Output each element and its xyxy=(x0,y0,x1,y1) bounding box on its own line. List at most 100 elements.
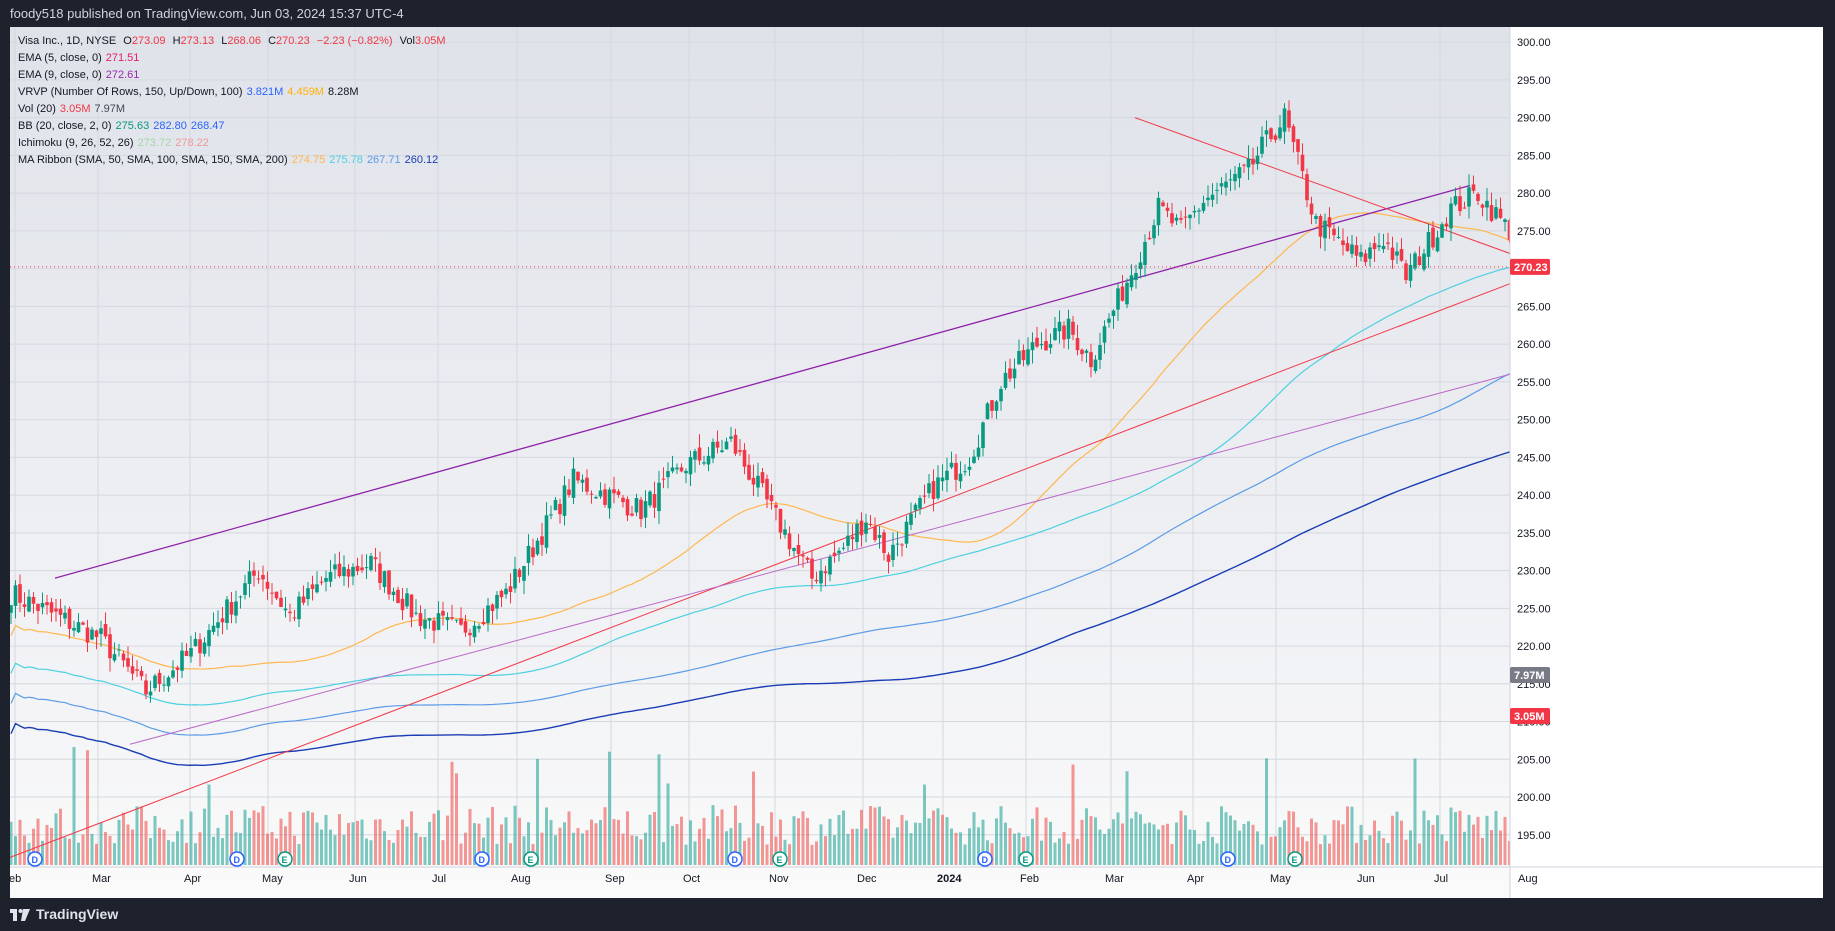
volume-bar xyxy=(747,837,751,865)
candle-body xyxy=(1201,202,1206,211)
volume-bar xyxy=(797,818,800,865)
volume-bar xyxy=(266,833,269,865)
candle-body xyxy=(1467,187,1471,207)
candle-body xyxy=(652,494,657,508)
candle-body xyxy=(1170,213,1174,224)
volume-bar xyxy=(432,813,436,865)
candle-body xyxy=(58,608,63,615)
legend-ema9-row[interactable]: EMA (9, close, 0) 272.61 xyxy=(18,67,446,84)
volume-bar xyxy=(162,829,166,865)
time-tick-label: Jun xyxy=(1357,873,1375,885)
price-tick-label: 295.00 xyxy=(1517,75,1551,87)
legend-ichimoku-row[interactable]: Ichimoku (9, 26, 52, 26) 273.72 278.22 xyxy=(18,135,446,152)
volume-bar xyxy=(756,823,760,865)
candle-body xyxy=(1138,262,1143,270)
candle-body xyxy=(436,613,441,630)
volume-bar xyxy=(198,832,202,865)
volume-bar xyxy=(1143,823,1147,865)
price-tick-label: 230.00 xyxy=(1517,566,1551,578)
volume-bar xyxy=(1040,840,1043,865)
volume-bar xyxy=(1449,807,1453,865)
candle-body xyxy=(108,634,112,659)
volume-bar xyxy=(392,842,395,865)
chart-frame[interactable]: 195.00200.00205.00210.00215.00220.00225.… xyxy=(10,27,1823,898)
price-chart[interactable]: 195.00200.00205.00210.00215.00220.00225.… xyxy=(10,27,1823,898)
volume-bar xyxy=(464,832,467,865)
volume-bar xyxy=(630,835,634,865)
candle-body xyxy=(351,566,355,577)
candle-body xyxy=(720,450,724,452)
candle-body xyxy=(733,434,738,454)
volume-bar xyxy=(878,806,881,865)
candle-body xyxy=(558,503,562,515)
legend-vrvp-row[interactable]: VRVP (Number Of Rows, 150, Up/Down, 100)… xyxy=(18,84,446,101)
candle-body xyxy=(1219,183,1224,187)
volume-bar xyxy=(1251,824,1255,865)
candle-body xyxy=(891,544,895,560)
candle-body xyxy=(580,479,585,483)
volume-bar xyxy=(257,812,260,865)
candle-body xyxy=(940,477,945,482)
candle-body xyxy=(711,441,715,459)
volume-bar xyxy=(131,829,134,865)
volume-bar xyxy=(171,841,175,865)
legend-vol-row[interactable]: Vol (20) 3.05M 7.97M xyxy=(18,101,446,118)
time-tick-label: Apr xyxy=(184,873,201,885)
candle-body xyxy=(207,630,211,647)
volume-bar xyxy=(10,821,13,865)
volume-bar xyxy=(599,820,602,865)
candle-body xyxy=(193,638,198,647)
volume-bar xyxy=(995,818,998,865)
volume-bar xyxy=(50,828,53,865)
volume-bar xyxy=(761,825,764,865)
candle-body xyxy=(936,477,940,499)
event-marker xyxy=(474,851,490,867)
ma100-line xyxy=(10,254,1569,706)
volume-bar xyxy=(77,842,80,865)
volume-bar xyxy=(1220,806,1223,865)
legend-bb-row[interactable]: BB (20, close, 2, 0) 275.63 282.80 268.47 xyxy=(18,118,446,135)
volume-bar xyxy=(684,844,688,865)
legend-symbol-row[interactable]: Visa Inc., 1D, NYSE O273.09 H273.13 L268… xyxy=(18,33,446,50)
candle-body xyxy=(247,571,252,584)
volume-bar xyxy=(1292,811,1295,865)
candle-body xyxy=(967,466,972,470)
volume-bar xyxy=(972,812,976,865)
volume-bar xyxy=(410,811,413,865)
candle-body xyxy=(189,648,193,657)
volume-bar xyxy=(1121,823,1124,865)
candle-body xyxy=(688,457,693,475)
candle-body xyxy=(1318,216,1323,237)
volume-bar xyxy=(1058,838,1061,865)
candle-body xyxy=(1359,252,1363,257)
volume-bar xyxy=(1044,817,1048,865)
ribbon-150-value: 267.71 xyxy=(366,154,401,166)
volume-bar xyxy=(644,832,647,865)
event-marker xyxy=(727,851,743,867)
candle-body xyxy=(760,472,765,484)
volume-bar xyxy=(1494,810,1498,865)
legend-ema5-row[interactable]: EMA (5, close, 0) 271.51 xyxy=(18,50,446,67)
last-price-badge: 270.23 xyxy=(1514,262,1548,274)
volume-bar xyxy=(1188,829,1192,865)
volume-bar xyxy=(1170,844,1174,865)
legend-ribbon-row[interactable]: MA Ribbon (SMA, 50, SMA, 100, SMA, 150, … xyxy=(18,152,446,169)
volume-bar xyxy=(540,832,544,865)
candle-body xyxy=(1066,318,1071,339)
trendline-support xyxy=(10,283,1511,858)
volume-bar xyxy=(54,813,58,865)
candle-body xyxy=(76,622,81,633)
candle-body xyxy=(594,497,598,499)
low-value: 268.06 xyxy=(227,35,262,47)
candle-body xyxy=(306,588,310,600)
time-tick-label: Sep xyxy=(605,873,625,885)
volume-bar xyxy=(401,819,404,865)
volume-bar xyxy=(419,836,422,865)
volume-bar xyxy=(1503,816,1507,865)
event-marker-label: D xyxy=(479,855,486,865)
candle-body xyxy=(40,602,45,608)
volume-bar xyxy=(225,814,229,865)
volume-bar xyxy=(446,815,449,865)
volume-bar xyxy=(1485,815,1489,865)
volume-bar xyxy=(99,822,103,865)
